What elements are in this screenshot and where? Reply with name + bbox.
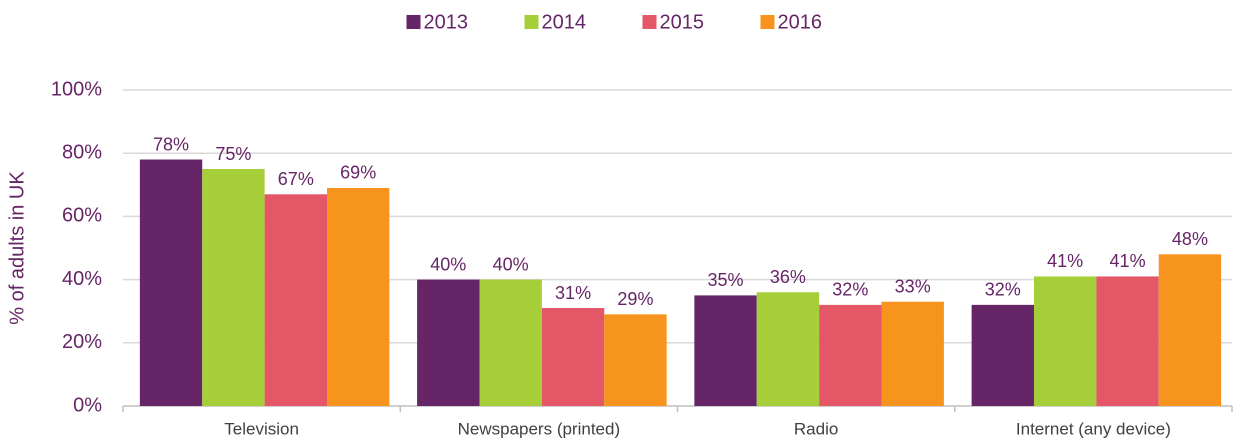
legend-swatch <box>760 15 775 29</box>
bar <box>1096 276 1159 406</box>
bar <box>541 308 605 406</box>
bar <box>604 314 667 406</box>
bar <box>1033 276 1097 406</box>
data-label: 32% <box>832 280 868 300</box>
legend-label: 2015 <box>660 11 705 33</box>
x-tick-label: Internet (any device) <box>1016 419 1171 438</box>
data-label: 35% <box>708 270 744 290</box>
data-label: 41% <box>1110 251 1146 271</box>
bar <box>479 279 542 406</box>
y-tick-label: 100% <box>51 78 102 100</box>
data-label: 36% <box>770 267 806 287</box>
y-tick-label: 20% <box>62 331 102 353</box>
legend-label: 2014 <box>542 11 587 33</box>
bar <box>1158 254 1222 406</box>
data-label: 32% <box>985 280 1021 300</box>
data-label: 33% <box>895 276 931 296</box>
bar <box>971 304 1034 406</box>
data-label: 29% <box>617 289 653 309</box>
data-label: 31% <box>555 283 591 303</box>
data-label: 75% <box>215 144 251 164</box>
x-tick-label: Radio <box>794 419 838 438</box>
bar <box>264 194 328 406</box>
data-label: 69% <box>340 163 376 183</box>
legend-swatch <box>524 15 539 29</box>
bar <box>881 301 944 406</box>
legend-label: 2013 <box>424 11 469 33</box>
bar <box>819 304 882 406</box>
bar <box>327 187 390 406</box>
x-tick-label: Television <box>224 419 299 438</box>
y-tick-label: 0% <box>73 394 102 416</box>
y-tick-label: 40% <box>62 268 102 290</box>
y-axis-label: % of adults in UK <box>6 171 28 325</box>
bar <box>694 295 757 406</box>
bar <box>756 292 820 406</box>
data-label: 48% <box>1172 229 1208 249</box>
data-label: 41% <box>1047 251 1083 271</box>
data-label: 40% <box>430 254 466 274</box>
legend-label: 2016 <box>778 11 823 33</box>
bar <box>417 279 480 406</box>
legend-swatch <box>642 15 657 29</box>
y-tick-label: 80% <box>62 141 102 163</box>
data-label: 78% <box>153 134 189 154</box>
legend-swatch <box>406 15 421 29</box>
y-tick-label: 60% <box>62 205 102 227</box>
data-label: 40% <box>493 254 529 274</box>
data-label: 67% <box>278 169 314 189</box>
x-tick-label: Newspapers (printed) <box>458 419 621 438</box>
bar <box>202 169 265 406</box>
bar <box>139 159 203 406</box>
